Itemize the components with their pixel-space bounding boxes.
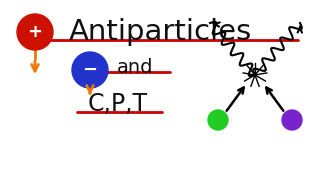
- Circle shape: [282, 110, 302, 130]
- Text: −: −: [83, 61, 98, 79]
- Text: Antiparticles: Antiparticles: [68, 18, 252, 46]
- Circle shape: [72, 52, 108, 88]
- Circle shape: [208, 110, 228, 130]
- Text: C,P,T: C,P,T: [88, 92, 148, 116]
- Circle shape: [17, 14, 53, 50]
- Text: +: +: [28, 23, 43, 41]
- Text: and: and: [117, 58, 153, 77]
